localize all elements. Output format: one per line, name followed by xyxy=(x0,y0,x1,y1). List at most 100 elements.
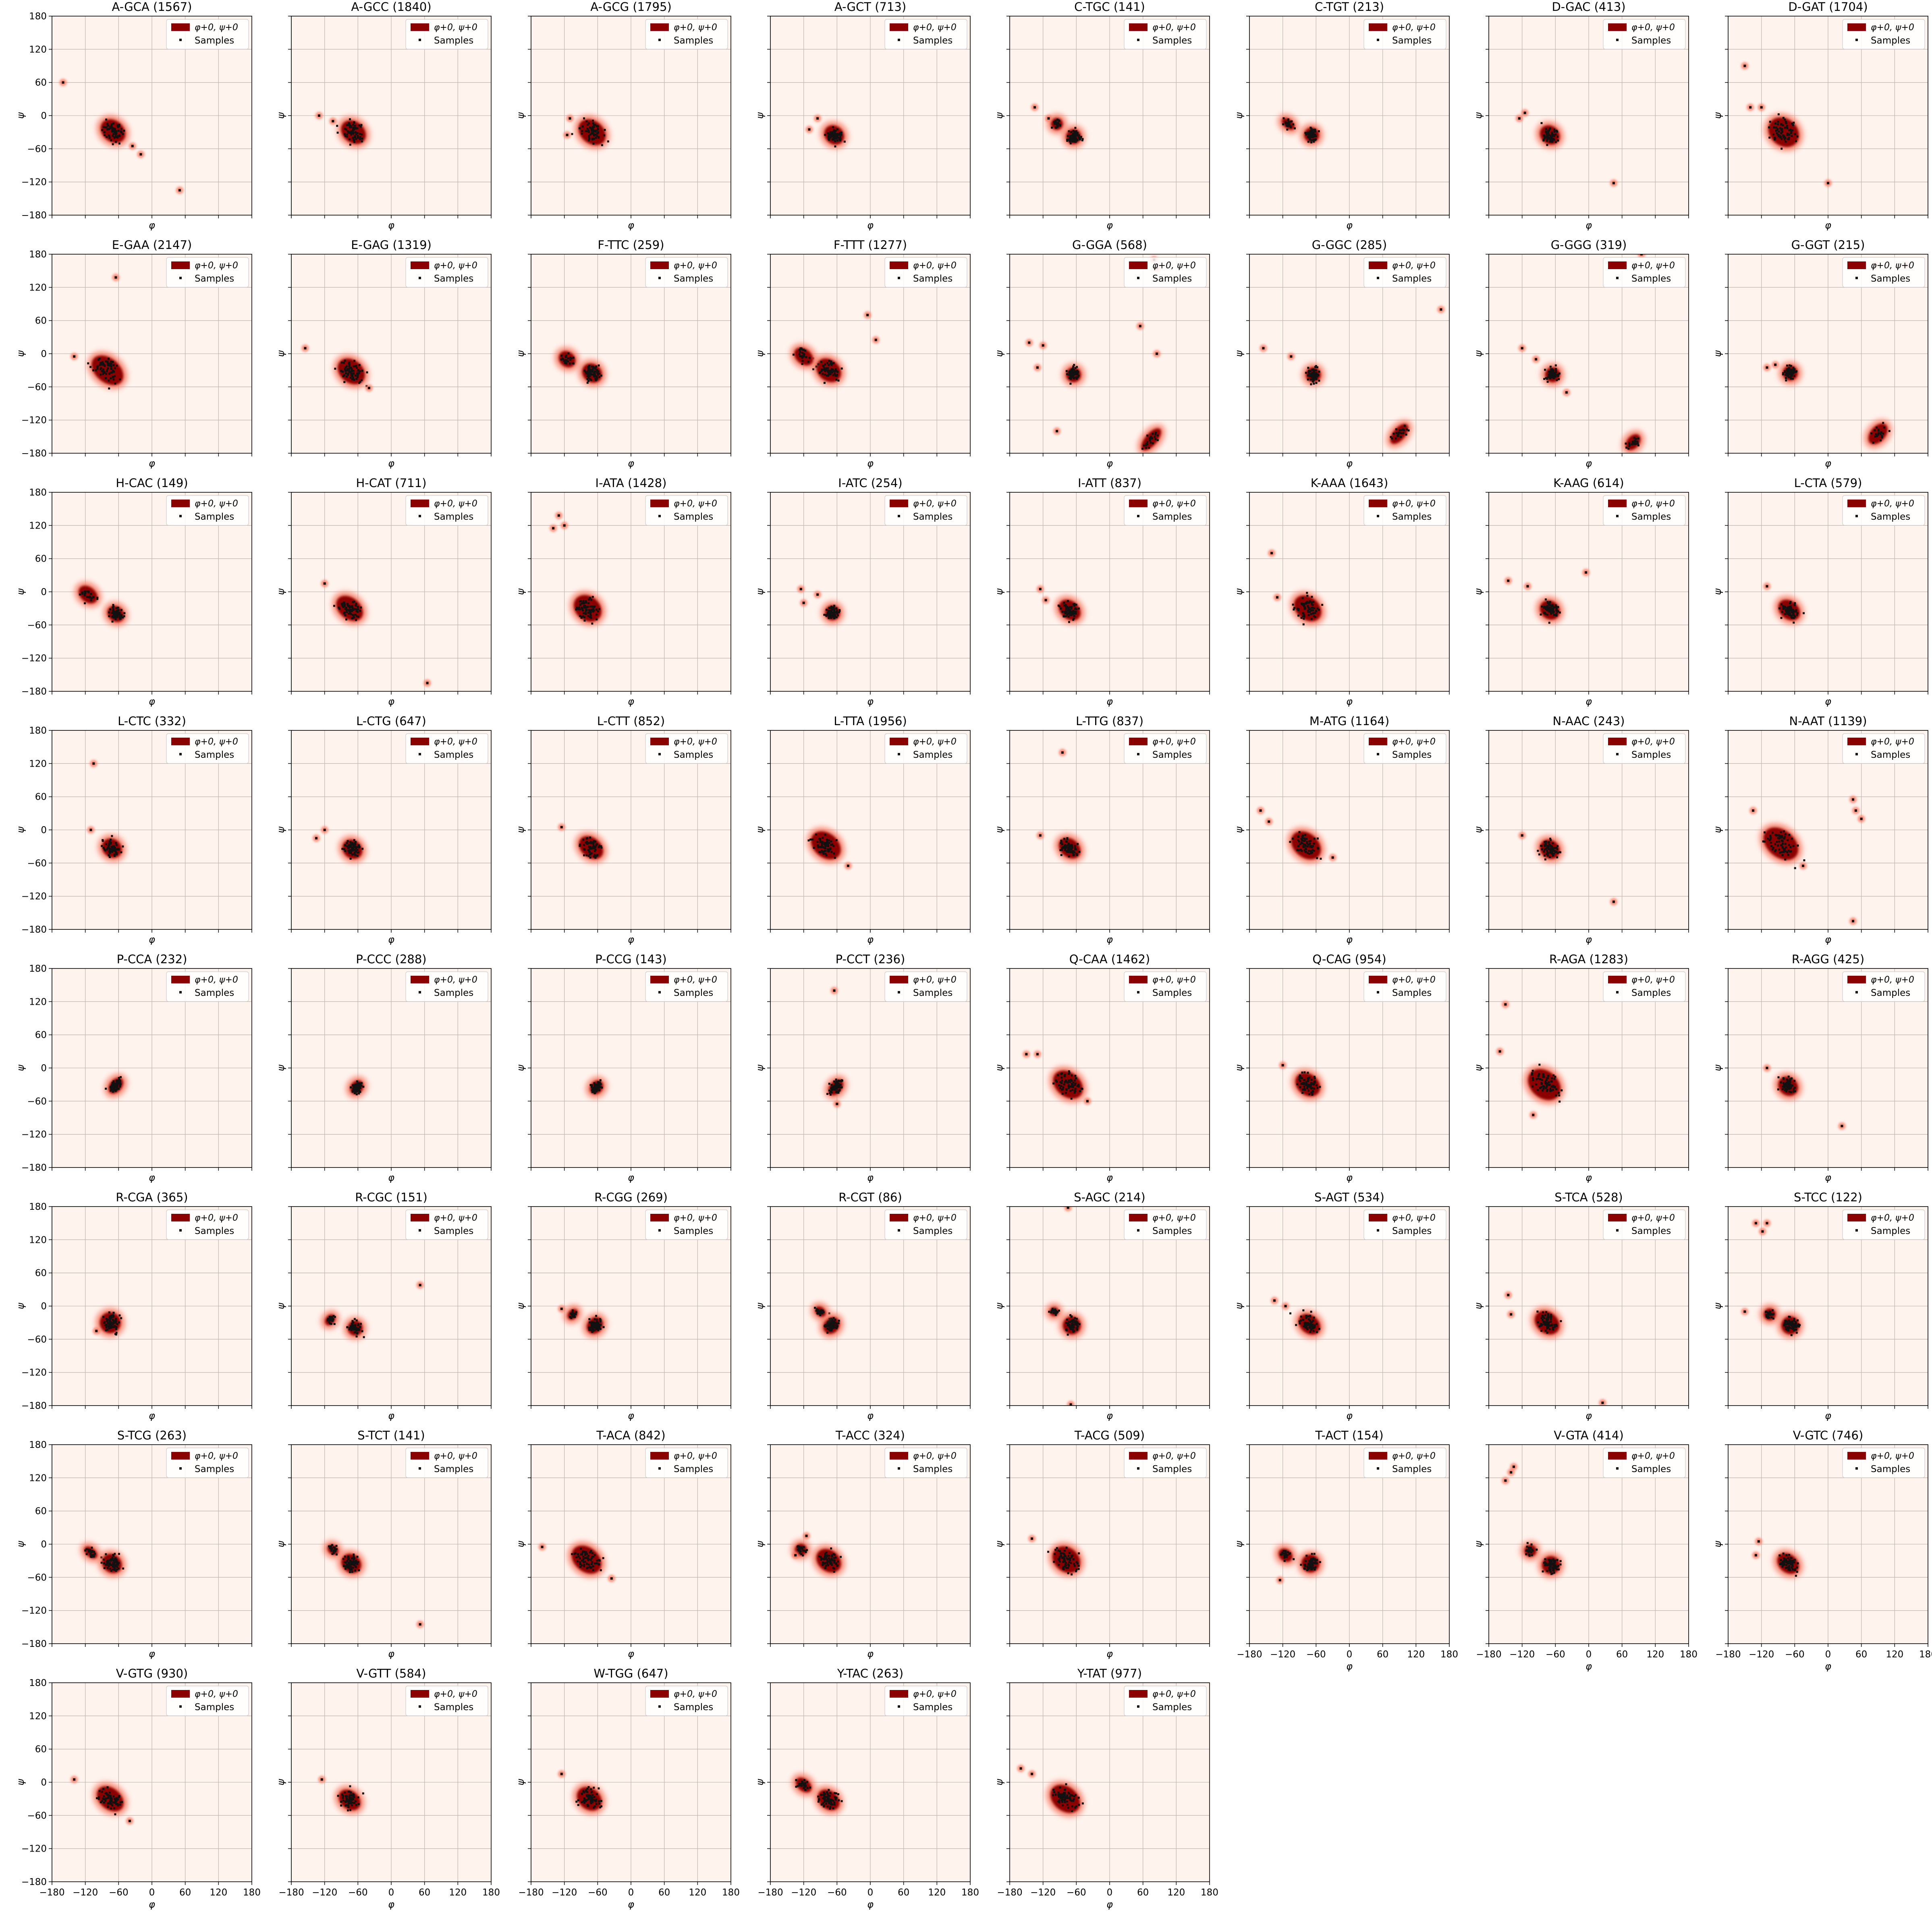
legend-samples-marker xyxy=(1137,277,1139,279)
sample-point xyxy=(1547,854,1549,857)
sample-point xyxy=(1079,138,1081,141)
sample-point xyxy=(111,616,114,618)
sample-point xyxy=(1312,379,1315,382)
sample-point xyxy=(830,133,832,136)
sample-point xyxy=(828,1082,830,1085)
sample-point xyxy=(116,610,119,612)
sample-point xyxy=(344,368,346,370)
sample-point xyxy=(1068,621,1070,623)
sample-point xyxy=(1064,849,1066,851)
sample-point xyxy=(102,370,105,373)
sample-point xyxy=(1546,1077,1548,1079)
sample-point xyxy=(1551,369,1554,371)
sample-point xyxy=(571,133,573,135)
sample-point xyxy=(592,610,594,613)
sample-point xyxy=(1784,373,1787,376)
sample-point xyxy=(1547,137,1550,139)
sample-point xyxy=(1555,607,1558,610)
sample-point xyxy=(1070,1078,1072,1081)
sample-point xyxy=(349,841,352,843)
sample-point xyxy=(1625,442,1627,445)
legend-density-swatch xyxy=(650,738,669,745)
legend-samples-label: Samples xyxy=(195,750,234,760)
sample-point xyxy=(1543,850,1545,853)
x-axis-label: φ xyxy=(628,696,634,707)
sample-point xyxy=(349,376,352,379)
legend-samples-marker xyxy=(1855,753,1858,755)
sample-point xyxy=(560,826,563,829)
sample-point xyxy=(356,376,359,378)
sample-point xyxy=(178,189,181,192)
sample-point xyxy=(1056,124,1058,127)
sample-point xyxy=(572,362,575,365)
density-layer xyxy=(75,582,129,626)
panel-title: C-TGT (213) xyxy=(1315,0,1384,14)
sample-point xyxy=(604,129,606,131)
sample-point xyxy=(1313,371,1315,374)
sample-point xyxy=(1073,612,1075,614)
sample-point xyxy=(101,129,104,131)
sample-point xyxy=(1402,428,1404,431)
y-axis-label: ψ xyxy=(515,112,526,119)
sample-point xyxy=(105,1087,107,1090)
panel-title: G-GGA (568) xyxy=(1072,238,1147,252)
sample-point xyxy=(1792,367,1795,369)
sample-point xyxy=(1789,608,1791,611)
sample-point xyxy=(355,365,357,367)
sample-point xyxy=(1308,370,1310,372)
sample-point xyxy=(110,371,112,374)
sample-point xyxy=(823,614,826,616)
sample-point xyxy=(1775,834,1778,837)
x-axis-label: φ xyxy=(867,696,874,707)
sample-point xyxy=(1637,442,1639,445)
legend-samples-label: Samples xyxy=(1392,35,1432,46)
sample-point xyxy=(1310,852,1312,854)
y-axis-label: ψ xyxy=(1712,350,1723,357)
sample-point xyxy=(1549,1090,1551,1092)
sample-point xyxy=(593,855,596,858)
legend-samples-marker xyxy=(1377,753,1379,755)
sample-point xyxy=(1069,844,1071,846)
x-axis-label: φ xyxy=(1585,696,1592,707)
panel-title: E-GAG (1319) xyxy=(351,238,432,252)
sample-point xyxy=(1550,374,1552,376)
sample-point xyxy=(112,845,114,848)
sample-point xyxy=(1307,135,1310,138)
legend-density-swatch xyxy=(1369,500,1387,507)
sample-point xyxy=(1778,135,1780,138)
sample-point xyxy=(827,375,829,377)
sample-point xyxy=(1776,841,1778,843)
sample-point xyxy=(1069,135,1072,137)
sample-point xyxy=(1065,615,1067,617)
x-axis-label: φ xyxy=(1825,934,1831,945)
sample-point xyxy=(358,364,361,366)
sample-point xyxy=(1312,601,1315,603)
legend-density-label: φ+0, ψ+0 xyxy=(913,737,957,747)
sample-point xyxy=(1282,117,1285,120)
sample-point xyxy=(1073,603,1075,605)
sample-point xyxy=(1554,606,1556,609)
sample-point xyxy=(359,1086,361,1089)
sample-point xyxy=(1781,836,1783,839)
sample-point xyxy=(1306,1079,1309,1081)
sample-point xyxy=(112,122,114,125)
sample-point xyxy=(1793,604,1796,606)
sample-point xyxy=(598,608,600,610)
sample-point xyxy=(348,361,351,364)
sample-point xyxy=(589,613,591,616)
sample-point xyxy=(111,371,113,373)
sample-point xyxy=(1546,381,1549,383)
sample-point xyxy=(1063,838,1065,840)
panel-title: I-ATC (254) xyxy=(838,476,902,490)
sample-point xyxy=(592,844,595,847)
sample-point xyxy=(1543,605,1546,608)
legend-density-swatch xyxy=(1129,261,1148,269)
sample-point xyxy=(108,373,110,375)
sample-point xyxy=(117,606,119,609)
sample-point xyxy=(833,989,836,992)
legend-density-swatch xyxy=(411,500,429,507)
